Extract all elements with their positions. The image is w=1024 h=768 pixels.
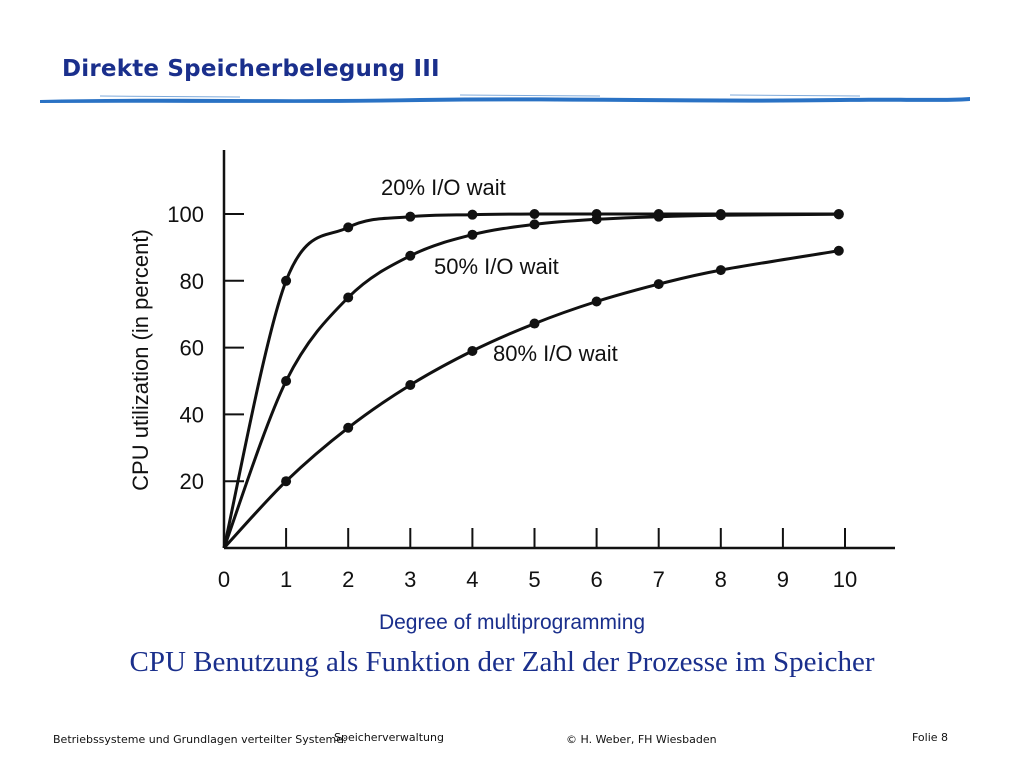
footer-author: © H. Weber, FH Wiesbaden — [566, 733, 717, 746]
data-point — [281, 476, 292, 487]
data-point — [405, 250, 416, 261]
y-tick-label: 60 — [180, 336, 204, 361]
data-point — [653, 279, 664, 290]
data-point — [343, 422, 354, 433]
y-tick-label: 20 — [180, 469, 204, 494]
x-tick-label: 9 — [777, 567, 789, 592]
series-line-3 — [222, 249, 840, 550]
x-tick-label: 5 — [528, 567, 540, 592]
series-label-1: 20% I/O wait — [381, 175, 506, 200]
data-point — [715, 210, 726, 221]
series-points — [281, 209, 844, 487]
data-point — [529, 209, 540, 219]
x-tick-label: 0 — [218, 567, 230, 592]
x-tick-label: 1 — [280, 567, 292, 592]
series-label-2: 50% I/O wait — [434, 254, 559, 279]
data-point — [281, 275, 292, 286]
data-point — [405, 211, 416, 222]
footer-page-number: Folie 8 — [912, 731, 949, 744]
data-point — [405, 380, 416, 391]
data-point — [591, 214, 602, 225]
title-underline-rule — [40, 94, 970, 103]
data-point — [591, 296, 602, 307]
x-tick-label: 6 — [590, 567, 602, 592]
data-point — [467, 209, 478, 220]
data-point — [653, 211, 664, 222]
x-tick-label: 8 — [715, 567, 727, 592]
data-point — [833, 209, 844, 220]
series-labels: 20% I/O wait 50% I/O wait 80% I/O wait — [381, 175, 618, 366]
slide-caption: CPU Benutzung als Funktion der Zahl der … — [129, 646, 875, 678]
y-axis-label: CPU utilization (in percent) — [128, 229, 153, 491]
y-tick-label: 40 — [180, 402, 204, 427]
x-tick-label: 2 — [342, 567, 354, 592]
data-point — [529, 219, 540, 230]
data-point — [467, 229, 478, 240]
series-label-3: 80% I/O wait — [493, 341, 618, 366]
x-axis-label: Degree of multiprogramming — [379, 611, 645, 634]
data-point — [281, 376, 292, 386]
data-point — [833, 245, 844, 256]
y-tick-label: 80 — [180, 269, 204, 294]
data-point — [343, 222, 354, 233]
y-tick-label: 100 — [167, 202, 204, 227]
axes: 20 40 60 80 100 0 1 2 3 4 5 6 7 8 9 10 — [167, 150, 895, 592]
slide-title: Direkte Speicherbelegung III — [62, 56, 440, 82]
data-point — [343, 292, 354, 303]
footer-course: Betriebssysteme und Grundlagen verteilte… — [53, 733, 347, 746]
data-point — [529, 318, 540, 329]
x-tick-label: 3 — [404, 567, 416, 592]
data-point — [467, 345, 478, 356]
data-point — [715, 265, 726, 276]
x-tick-label: 10 — [833, 567, 857, 592]
x-tick-label: 7 — [653, 567, 665, 592]
footer-topic: Speicherverwaltung — [334, 731, 444, 744]
x-tick-label: 4 — [466, 567, 478, 592]
